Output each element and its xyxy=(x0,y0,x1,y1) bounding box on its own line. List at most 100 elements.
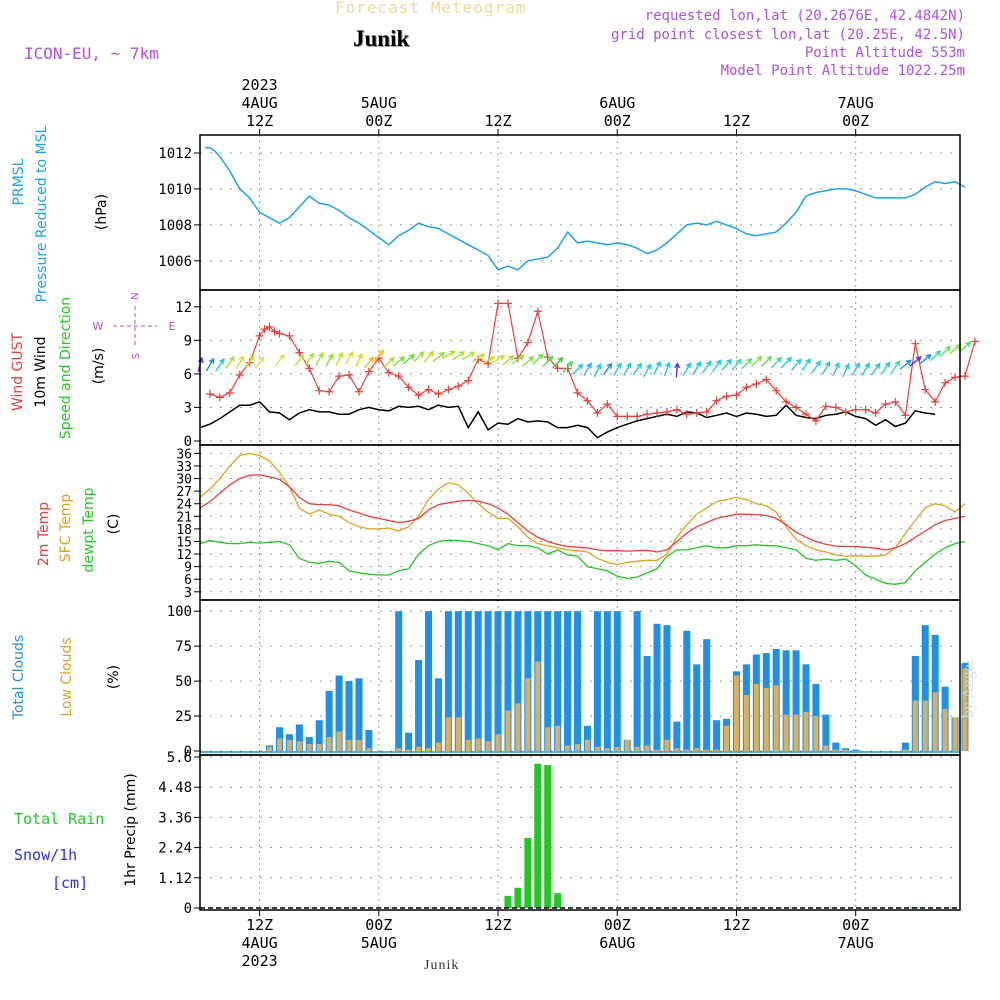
y-tick-label: 3 xyxy=(184,400,192,416)
gust-marker xyxy=(503,299,512,308)
compass-e: E xyxy=(169,320,176,333)
low-cloud-bar xyxy=(296,741,302,751)
gust-marker xyxy=(662,407,671,416)
y-tick-label: 0 xyxy=(184,901,192,917)
total-cloud-bar xyxy=(355,678,363,751)
gust-marker xyxy=(811,416,820,425)
x-tick-label-top: 12Z xyxy=(723,112,750,130)
total-cloud-bar xyxy=(474,611,482,751)
total-cloud-bar xyxy=(842,748,850,751)
gust-marker xyxy=(394,372,403,381)
rain-bar xyxy=(554,893,562,908)
low-cloud-bar xyxy=(704,749,710,751)
gust-marker xyxy=(692,409,701,418)
label-hpa: (hPa) xyxy=(94,194,110,230)
panel-frame-pressure xyxy=(199,134,961,291)
label-c: (C) xyxy=(106,514,122,535)
low-cloud-bar xyxy=(396,748,402,751)
y-tick-label: 36 xyxy=(176,447,192,462)
label-pct: (%) xyxy=(106,665,122,689)
wind-arrow xyxy=(491,355,506,364)
gust-marker xyxy=(722,392,731,401)
wind-arrow xyxy=(741,357,753,370)
compass-w: W xyxy=(93,320,104,333)
wind-arrow xyxy=(692,360,701,375)
total-cloud-bar xyxy=(643,655,651,751)
total-cloud-bar xyxy=(782,650,790,751)
gust-marker xyxy=(424,385,433,394)
low-cloud-bar xyxy=(485,741,491,751)
low-cloud-bar xyxy=(445,717,451,751)
total-cloud-bar xyxy=(693,664,701,751)
gust-marker xyxy=(633,412,642,421)
gust-marker xyxy=(225,388,234,397)
low-cloud-bar xyxy=(535,661,541,751)
total-cloud-bar xyxy=(335,675,343,751)
wind-arrow xyxy=(235,355,244,370)
low-cloud-bar xyxy=(306,744,312,751)
total-cloud-bar xyxy=(593,611,601,751)
low-cloud-bar xyxy=(416,746,422,751)
gust-marker xyxy=(861,405,870,414)
gust-marker xyxy=(364,367,373,376)
low-cloud-bar xyxy=(267,746,273,751)
x-tick-label-top: 5AUG xyxy=(361,94,397,112)
gust-marker xyxy=(911,339,920,348)
wind-arrow xyxy=(750,355,763,367)
low-cloud-bar xyxy=(674,748,680,751)
wind-arrow xyxy=(472,353,486,363)
x-tick-label-bottom: 12Z xyxy=(723,916,750,934)
gust-marker xyxy=(951,373,960,382)
gust-marker xyxy=(275,329,284,338)
label-ms: (m/s) xyxy=(91,348,107,385)
gust-marker xyxy=(613,412,622,421)
wind-arrow xyxy=(731,358,742,371)
gust-marker xyxy=(702,407,711,416)
low-cloud-bar xyxy=(912,700,918,751)
total-cloud-bar xyxy=(822,714,830,751)
total-cloud-bar xyxy=(673,721,681,751)
gust-marker xyxy=(871,409,880,418)
gust-marker xyxy=(553,364,562,373)
requested-location: requested lon,lat (20.2676E, 42.4842N) xyxy=(644,8,965,24)
wind-arrow xyxy=(452,351,466,361)
label-cm: [cm] xyxy=(52,874,88,892)
total-cloud-bar xyxy=(325,690,333,751)
gust-marker xyxy=(891,397,900,406)
panel-frame-precip xyxy=(199,754,961,911)
wind-arrow xyxy=(593,362,602,378)
x-tick-label-bottom: 12Z xyxy=(246,916,273,934)
wind-arrow xyxy=(274,353,285,367)
low-cloud-bar xyxy=(276,738,282,751)
wind-arrow xyxy=(392,356,406,367)
low-cloud-bar xyxy=(783,714,789,751)
gust-marker xyxy=(672,405,681,414)
total-cloud-bar xyxy=(514,611,522,751)
low-cloud-bar xyxy=(902,749,908,751)
wind-arrow xyxy=(721,358,732,371)
wind-arrow xyxy=(890,360,901,374)
wind-arrow xyxy=(653,360,661,375)
low-cloud-bar xyxy=(505,710,511,751)
low-cloud-bar xyxy=(714,749,720,751)
label-1hr-precip: 1hr Precip (mm) xyxy=(123,773,139,886)
wind-arrow xyxy=(441,350,456,360)
total-cloud-bar xyxy=(683,630,691,751)
low-cloud-bar xyxy=(793,714,799,751)
low-cloud-bar xyxy=(584,739,590,751)
label-2m-temp: 2m Temp xyxy=(36,502,52,566)
low-cloud-bar xyxy=(724,725,730,751)
low-cloud-bar xyxy=(346,739,352,751)
total-cloud-bar xyxy=(663,625,671,751)
gust-marker xyxy=(643,410,652,419)
x-tick-label-top: 12Z xyxy=(246,112,273,130)
low-cloud-bar xyxy=(565,745,571,751)
low-cloud-bar xyxy=(336,731,342,751)
y-tick-label: 0 xyxy=(184,744,192,760)
wind-arrow xyxy=(432,351,445,363)
gust-marker xyxy=(215,393,224,402)
wind-arrow xyxy=(315,352,324,366)
wind-arrow xyxy=(205,357,215,372)
rain-bar xyxy=(544,765,552,908)
low-cloud-bar xyxy=(763,688,769,751)
